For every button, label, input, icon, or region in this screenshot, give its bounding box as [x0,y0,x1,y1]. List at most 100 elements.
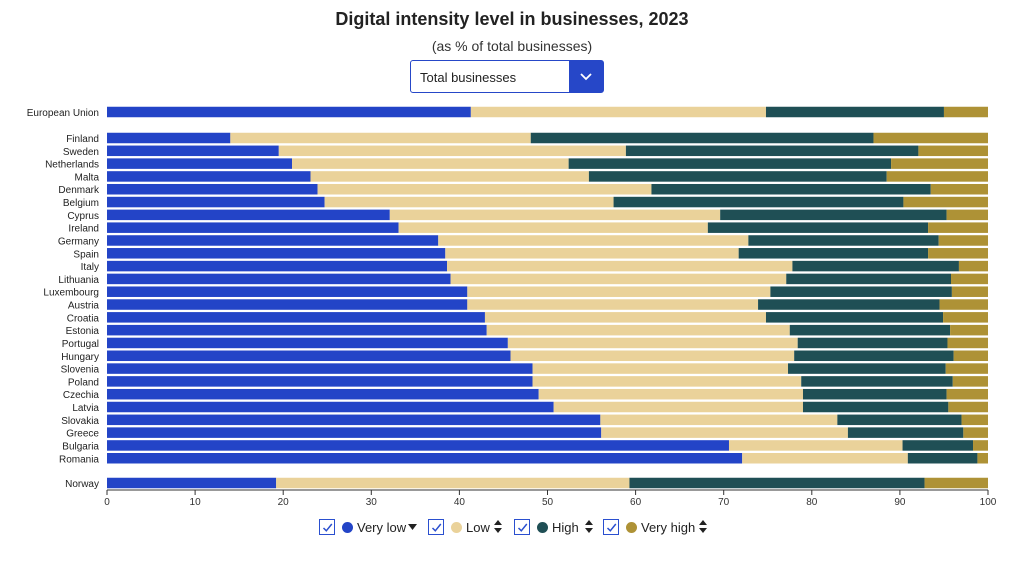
bar-cyprus-high[interactable] [720,209,947,221]
bar-portugal-low[interactable] [507,337,798,349]
bar-sweden-very-high[interactable] [918,145,988,157]
bar-croatia-high[interactable] [765,312,944,323]
bar-denmark-high[interactable] [651,183,931,195]
bar-malta-very-high[interactable] [886,171,988,182]
bar-romania-high[interactable] [907,453,978,464]
bar-sweden-low[interactable] [278,145,626,157]
bar-portugal-high[interactable] [797,337,948,349]
bar-latvia-very-high[interactable] [948,401,988,413]
bar-austria-very-high[interactable] [939,299,988,310]
bar-finland-high[interactable] [530,132,874,144]
bar-slovakia-high[interactable] [837,414,962,426]
bar-portugal-very-high[interactable] [947,337,988,349]
bar-austria-very-low[interactable] [107,299,468,310]
legend-checkbox-high[interactable] [514,519,530,535]
bar-slovenia-high[interactable] [788,363,946,374]
bar-norway-high[interactable] [629,477,925,489]
bar-romania-very-high[interactable] [977,453,988,464]
bar-belgium-high[interactable] [613,196,904,208]
bar-bulgaria-high[interactable] [902,440,974,451]
bar-croatia-very-high[interactable] [943,312,988,323]
bar-netherlands-very-high[interactable] [891,158,988,169]
bar-italy-very-low[interactable] [107,260,448,272]
bar-netherlands-high[interactable] [568,158,892,169]
bar-poland-very-low[interactable] [107,376,533,387]
bar-italy-low[interactable] [447,260,793,272]
bar-norway-very-low[interactable] [107,477,277,489]
dropdown-toggle-button[interactable] [569,61,603,92]
bar-luxembourg-high[interactable] [770,286,952,297]
bar-slovakia-low[interactable] [600,414,838,426]
bar-austria-high[interactable] [758,299,940,310]
bar-bulgaria-very-high[interactable] [973,440,988,451]
bar-greece-very-high[interactable] [963,427,988,438]
bar-malta-low[interactable] [310,171,589,182]
bar-malta-very-low[interactable] [107,171,311,182]
bar-poland-very-high[interactable] [952,376,988,387]
bar-malta-high[interactable] [588,171,887,182]
bar-greece-high[interactable] [847,427,964,438]
bar-slovenia-very-low[interactable] [107,363,533,374]
bar-hungary-high[interactable] [794,350,954,362]
bar-hungary-very-low[interactable] [107,350,511,362]
bar-croatia-very-low[interactable] [107,312,485,323]
bar-luxembourg-very-high[interactable] [951,286,988,297]
bar-italy-high[interactable] [792,260,959,272]
bar-european-union-low[interactable] [470,106,766,118]
bar-denmark-low[interactable] [317,183,652,195]
bar-italy-very-high[interactable] [958,260,988,272]
bar-czechia-high[interactable] [802,388,947,400]
bar-greece-very-low[interactable] [107,427,602,438]
bar-norway-very-high[interactable] [924,477,988,489]
bar-slovakia-very-low[interactable] [107,414,601,426]
bar-romania-very-low[interactable] [107,453,743,464]
bar-austria-low[interactable] [467,299,759,310]
bar-latvia-low[interactable] [553,401,803,413]
bar-croatia-low[interactable] [484,312,766,323]
bar-poland-low[interactable] [532,376,802,387]
bar-finland-very-high[interactable] [873,132,988,144]
bar-germany-very-low[interactable] [107,235,439,246]
bar-germany-high[interactable] [748,235,939,246]
bar-czechia-low[interactable] [538,388,803,400]
bar-netherlands-very-low[interactable] [107,158,293,169]
bar-ireland-very-low[interactable] [107,222,399,233]
bar-lithuania-low[interactable] [450,273,787,285]
bar-czechia-very-low[interactable] [107,388,539,400]
bar-finland-low[interactable] [230,132,531,144]
bar-spain-high[interactable] [738,248,929,259]
legend-checkbox-very-low[interactable] [319,519,335,535]
bar-sweden-high[interactable] [625,145,919,157]
bar-cyprus-very-high[interactable] [946,209,988,221]
bar-lithuania-high[interactable] [786,273,951,285]
bar-latvia-very-low[interactable] [107,401,554,413]
bar-european-union-very-low[interactable] [107,106,471,118]
bar-lithuania-very-low[interactable] [107,273,451,285]
bar-estonia-very-high[interactable] [950,324,988,336]
bar-belgium-very-low[interactable] [107,196,325,208]
bar-portugal-very-low[interactable] [107,337,508,349]
bar-germany-very-high[interactable] [938,235,988,246]
legend-checkbox-very-high[interactable] [603,519,619,535]
bar-spain-very-low[interactable] [107,248,446,259]
bar-denmark-very-high[interactable] [930,183,988,195]
bar-denmark-very-low[interactable] [107,183,318,195]
bar-ireland-high[interactable] [707,222,929,233]
bar-spain-low[interactable] [445,248,739,259]
bar-belgium-low[interactable] [324,196,614,208]
bar-netherlands-low[interactable] [292,158,569,169]
bar-slovenia-very-high[interactable] [945,363,988,374]
bar-slovenia-low[interactable] [532,363,789,374]
bar-cyprus-low[interactable] [389,209,721,221]
sort-icon[interactable] [699,520,707,533]
bar-hungary-low[interactable] [510,350,795,362]
bar-european-union-very-high[interactable] [943,106,988,118]
business-size-dropdown[interactable]: Total businesses [410,60,604,93]
bar-bulgaria-low[interactable] [728,440,903,451]
bar-belgium-very-high[interactable] [903,196,988,208]
legend-checkbox-low[interactable] [428,519,444,535]
bar-estonia-low[interactable] [486,324,790,336]
bar-luxembourg-very-low[interactable] [107,286,468,297]
bar-germany-low[interactable] [438,235,749,246]
bar-romania-low[interactable] [742,453,908,464]
